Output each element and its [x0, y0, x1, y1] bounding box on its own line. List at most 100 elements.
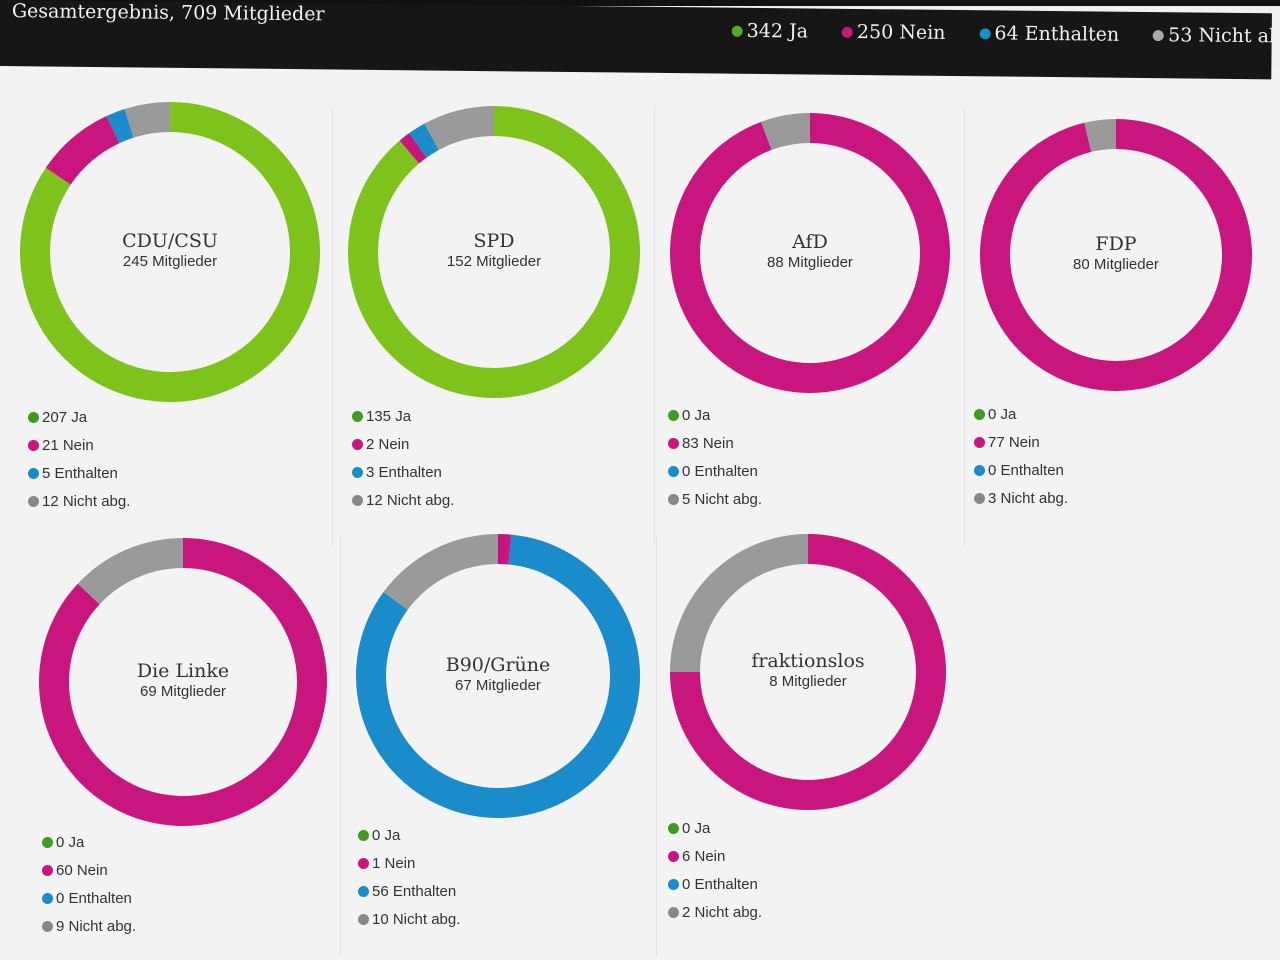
results-header: Gesamtergebnis, 709 Mitglieder 342 Ja 25…	[0, 0, 1280, 80]
legend-row-nicht-abg: 9 Nicht abg.	[42, 912, 136, 940]
total-nicht-abg-label: 53 Nicht abg.	[1168, 24, 1280, 48]
column-divider	[656, 536, 657, 956]
column-divider	[332, 106, 333, 546]
legend-row-ja: 0 Ja	[358, 821, 460, 849]
legend-label-nein: 1 Nein	[372, 854, 416, 872]
ja-dot-icon	[42, 836, 53, 848]
legend-label-nicht-abg: 12 Nicht abg.	[42, 492, 131, 510]
slice-nicht-abg	[761, 113, 810, 150]
enthalten-dot-icon	[358, 885, 369, 897]
party-member-count: 8 Mitglieder	[769, 673, 847, 690]
party-member-count: 245 Mitglieder	[122, 253, 218, 270]
total-legend-item-nein: 250 Nein	[841, 20, 946, 44]
enthalten-dot-icon	[668, 878, 679, 890]
party-member-count: 88 Mitglieder	[767, 254, 853, 271]
enthalten-dot-icon	[979, 27, 991, 39]
legend-row-nicht-abg: 5 Nicht abg.	[668, 485, 762, 513]
legend-label-ja: 0 Ja	[988, 405, 1017, 423]
legend-row-ja: 207 Ja	[28, 403, 130, 431]
legend-label-nicht-abg: 2 Nicht abg.	[682, 903, 763, 921]
party-name: Die Linke	[136, 660, 230, 682]
results-title: Gesamtergebnis, 709 Mitglieder	[11, 0, 325, 26]
party-name: fraktionslos	[751, 650, 865, 672]
legend-row-enthalten: 0 Enthalten	[668, 457, 762, 485]
nicht-abg-dot-icon	[668, 493, 679, 505]
party-legend: 0 Ja 83 Nein 0 Enthalten 5 Nicht abg.	[668, 401, 762, 513]
ja-dot-icon	[358, 829, 369, 841]
donut-chart	[347, 106, 640, 398]
results-panel: CDU/CSU 245 Mitglieder 207 Ja 21 Nein 5 Enth…	[0, 66, 1280, 960]
nein-dot-icon	[358, 857, 369, 869]
nein-dot-icon	[352, 438, 363, 450]
slice-nicht-abg	[424, 106, 494, 150]
ja-dot-icon	[668, 409, 679, 421]
legend-label-enthalten: 56 Enthalten	[372, 882, 457, 900]
donut-chart	[980, 119, 1252, 391]
legend-row-enthalten: 5 Enthalten	[28, 459, 130, 487]
legend-row-nicht-abg: 10 Nicht abg.	[358, 905, 460, 933]
enthalten-dot-icon	[42, 892, 53, 904]
donut-chart	[19, 102, 320, 402]
legend-row-ja: 0 Ja	[974, 400, 1068, 428]
legend-label-enthalten: 0 Enthalten	[682, 462, 758, 480]
nicht-abg-dot-icon	[974, 492, 985, 504]
legend-row-nein: 2 Nein	[352, 430, 454, 458]
legend-row-nein: 77 Nein	[974, 428, 1068, 456]
legend-row-ja: 0 Ja	[42, 828, 136, 856]
legend-row-enthalten: 0 Enthalten	[42, 884, 136, 912]
slice-nein	[498, 534, 512, 565]
nein-dot-icon	[668, 850, 679, 862]
legend-row-nein: 60 Nein	[42, 856, 136, 884]
column-divider	[654, 106, 655, 546]
legend-label-nein: 77 Nein	[988, 433, 1040, 451]
legend-label-nicht-abg: 5 Nicht abg.	[682, 490, 763, 508]
total-nein-label: 250 Nein	[856, 20, 946, 44]
total-enthalten-label: 64 Enthalten	[994, 22, 1120, 46]
party-name: B90/Grüne	[445, 654, 551, 676]
ja-dot-icon	[731, 25, 743, 37]
legend-row-enthalten: 3 Enthalten	[352, 458, 454, 486]
donut-center-label: CDU/CSU 245 Mitglieder	[70, 230, 270, 272]
slice-nicht-abg	[77, 538, 183, 605]
nein-dot-icon	[974, 436, 985, 448]
legend-label-ja: 0 Ja	[56, 833, 85, 851]
nicht-abg-dot-icon	[668, 906, 679, 918]
enthalten-dot-icon	[668, 465, 679, 477]
slice-nein	[399, 133, 427, 164]
slice-nicht-abg	[124, 102, 170, 138]
legend-label-nein: 2 Nein	[366, 435, 410, 453]
legend-row-ja: 0 Ja	[668, 814, 762, 842]
legend-label-nicht-abg: 9 Nicht abg.	[56, 917, 137, 935]
legend-label-enthalten: 0 Enthalten	[682, 875, 758, 893]
donut-center-label: FDP 80 Mitglieder	[1016, 233, 1216, 275]
party-legend: 0 Ja 77 Nein 0 Enthalten 3 Nicht abg.	[974, 400, 1068, 512]
slice-nicht-abg	[670, 534, 808, 672]
nein-dot-icon	[28, 439, 39, 451]
legend-label-ja: 135 Ja	[366, 407, 412, 425]
nein-dot-icon	[42, 864, 53, 876]
slice-enthalten	[409, 123, 439, 158]
legend-label-nein: 83 Nein	[682, 434, 734, 452]
party-name: CDU/CSU	[122, 230, 218, 252]
total-ja-label: 342 Ja	[746, 19, 809, 43]
donut-center-label: B90/Grüne 67 Mitglieder	[398, 654, 598, 696]
legend-label-ja: 207 Ja	[42, 408, 88, 426]
nicht-abg-dot-icon	[1153, 29, 1165, 41]
legend-label-nicht-abg: 3 Nicht abg.	[988, 489, 1069, 507]
legend-row-nein: 83 Nein	[668, 429, 762, 457]
donut-chart	[670, 113, 950, 393]
legend-row-enthalten: 0 Enthalten	[668, 870, 762, 898]
ja-dot-icon	[974, 408, 985, 420]
party-legend: 0 Ja 60 Nein 0 Enthalten 9 Nicht abg.	[42, 828, 136, 940]
legend-row-enthalten: 56 Enthalten	[358, 877, 460, 905]
donut-chart	[670, 534, 946, 810]
party-name: FDP	[1095, 233, 1137, 255]
ja-dot-icon	[28, 411, 39, 423]
legend-label-ja: 0 Ja	[372, 826, 401, 844]
total-legend: 342 Ja 250 Nein 64 Enthalten 53 Nicht ab…	[731, 19, 1280, 48]
slice-nicht-abg	[1084, 119, 1116, 152]
column-divider	[340, 536, 341, 956]
party-name: SPD	[473, 230, 515, 252]
legend-label-nein: 60 Nein	[56, 861, 108, 879]
